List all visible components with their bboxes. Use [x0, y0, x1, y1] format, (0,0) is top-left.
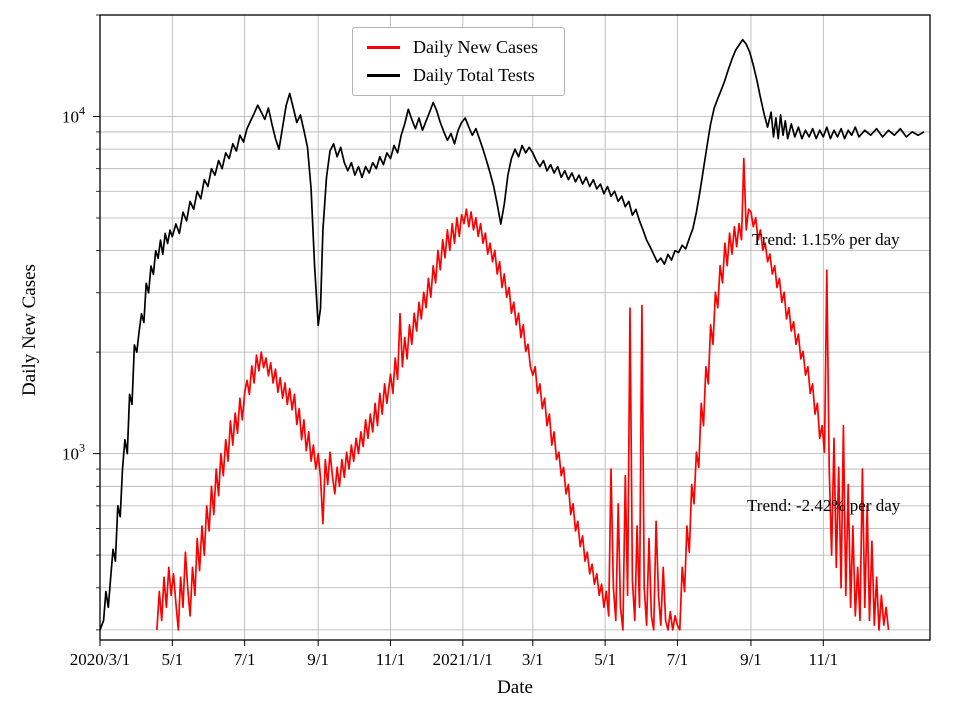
y-axis-label: Daily New Cases	[19, 264, 40, 396]
svg-text:9/1: 9/1	[740, 650, 762, 669]
legend-item-daily-new-cases: Daily New Cases	[367, 37, 538, 58]
series-daily-new-cases	[156, 157, 890, 631]
gridlines	[99, 14, 930, 640]
svg-text:3/1: 3/1	[522, 650, 544, 669]
annotation-trend-cases: Trend: -2.42% per day	[747, 496, 901, 515]
legend-item-daily-total-tests: Daily Total Tests	[367, 65, 538, 86]
svg-text:5/1: 5/1	[161, 650, 183, 669]
legend-line-red-icon	[367, 46, 400, 49]
svg-text:5/1: 5/1	[594, 650, 616, 669]
svg-text:11/1: 11/1	[808, 650, 838, 669]
svg-text:2021/1/1: 2021/1/1	[433, 650, 493, 669]
svg-text:9/1: 9/1	[307, 650, 329, 669]
legend-line-black-icon	[367, 74, 400, 77]
y-axis-ticks: 103 104	[62, 14, 100, 631]
svg-text:2020/3/1: 2020/3/1	[70, 650, 130, 669]
series-daily-total-tests	[100, 38, 925, 631]
legend: Daily New Cases Daily Total Tests	[352, 27, 565, 96]
x-axis-label: Date	[497, 677, 533, 698]
svg-text:7/1: 7/1	[667, 650, 689, 669]
svg-text:7/1: 7/1	[234, 650, 256, 669]
annotation-trend-tests: Trend: 1.15% per day	[752, 230, 900, 249]
legend-label-daily-total-tests: Daily Total Tests	[413, 65, 535, 85]
svg-text:104: 104	[62, 103, 85, 126]
legend-label-daily-new-cases: Daily New Cases	[413, 37, 538, 57]
svg-text:11/1: 11/1	[376, 650, 406, 669]
svg-text:103: 103	[62, 441, 85, 464]
plot-frame	[99, 14, 931, 641]
x-axis-ticks: 2020/3/1 5/1 7/1 9/1 11/1 2021/1/1 3/1 5/1 7/1 9/…	[70, 640, 838, 669]
